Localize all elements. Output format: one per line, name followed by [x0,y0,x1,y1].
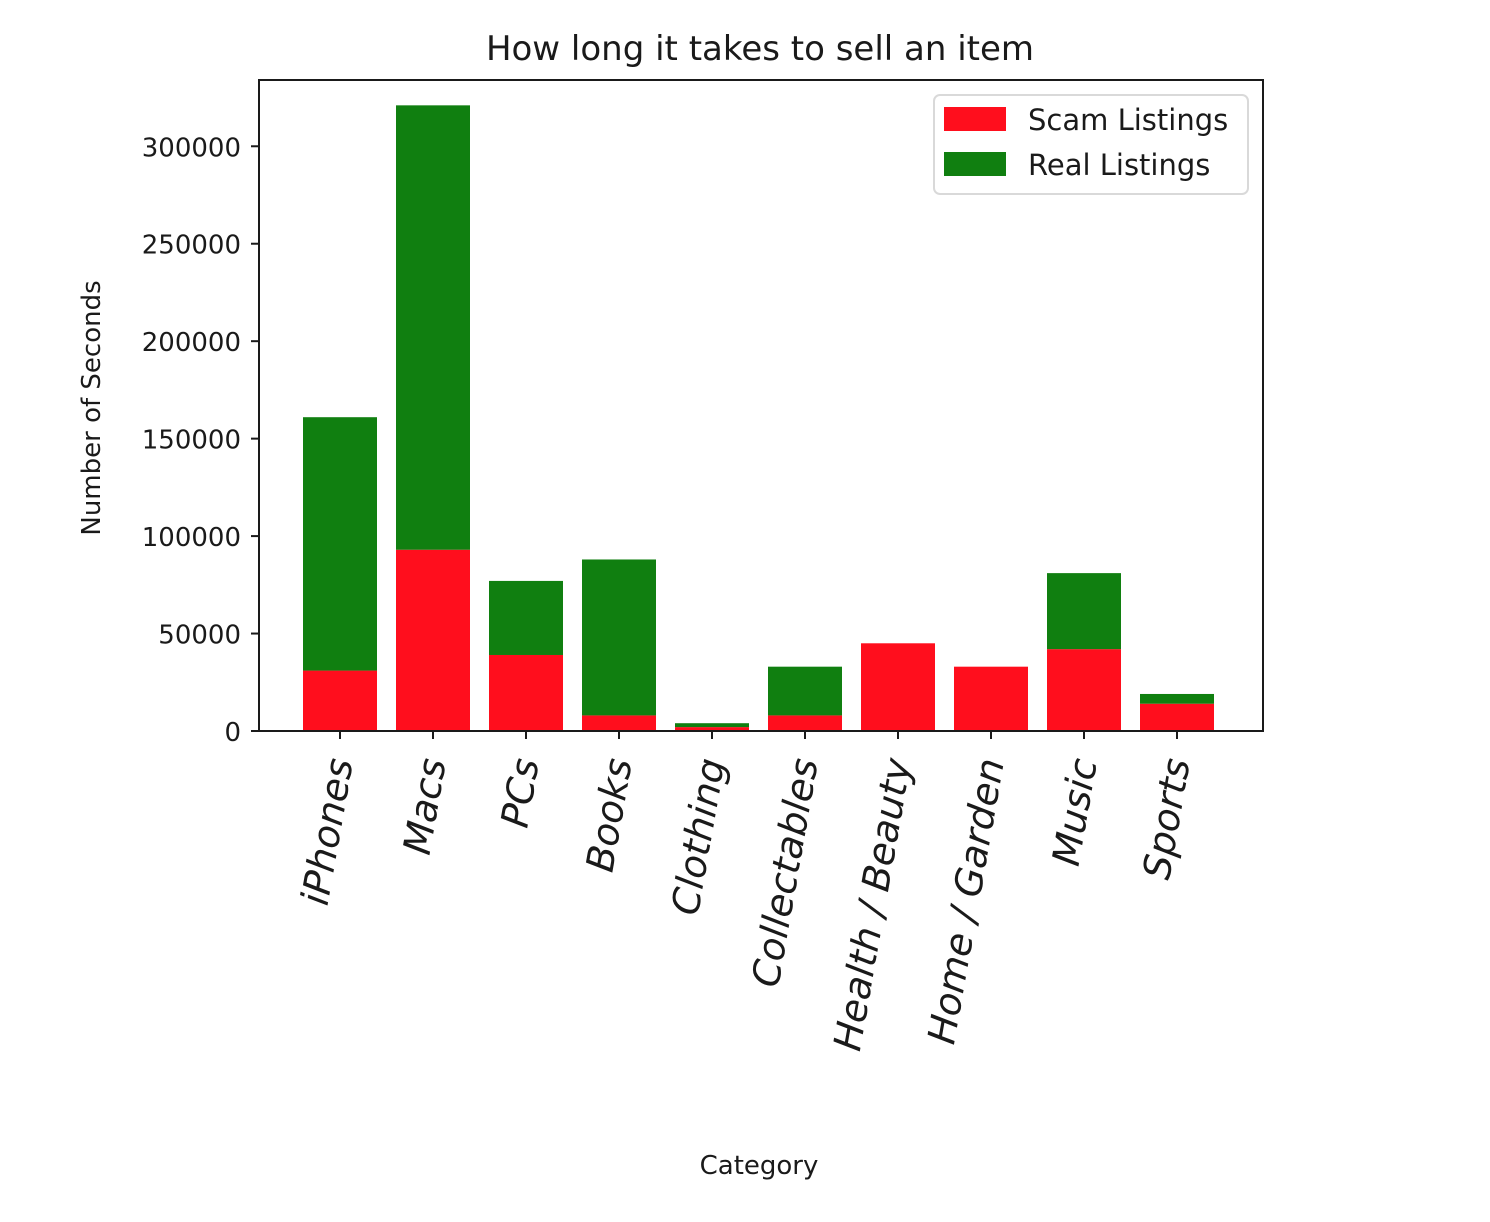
legend-swatch-scam-listings [944,107,1006,131]
bar-real-listings-iphones [303,417,377,671]
y-tick-label-100000: 100000 [142,523,241,553]
x-axis-ticks: iPhones Macs PCs Books Clothing CollectablesH… [293,731,1199,1054]
x-tick-label-pcs: PCs [493,755,548,831]
x-tick-label-health-beauty: Health / Beauty [825,754,920,1054]
bar-scam-listings-sports [1140,703,1214,731]
bar-scam-listings-health-beauty [861,643,935,731]
bar-real-listings-music [1047,573,1121,650]
legend-label-real-listings: Real Listings [1028,148,1210,182]
x-tick-label-iphones: iPhones [293,755,362,908]
legend-box [933,94,1249,195]
y-tick-label-0: 0 [224,718,241,748]
x-tick-label-music: Music [1044,755,1106,869]
y-axis-ticks: 0 50000 100000 150000 200000 250000 300000 [142,133,259,748]
bar-real-listings-collectables [768,666,842,716]
bar-real-listings-sports [1140,693,1214,704]
y-tick-label-50000: 50000 [158,621,241,651]
y-tick-label-300000: 300000 [142,133,241,163]
x-tick-label-home-garden: Home / Garden [919,755,1013,1047]
y-axis-label: Number of Seconds [77,280,107,535]
bar-real-listings-macs [396,105,470,550]
bar-scam-listings-collectables [768,715,842,731]
y-tick-label-250000: 250000 [142,231,241,261]
bar-scam-listings-clothing [675,727,749,731]
bar-real-listings-clothing [675,723,749,728]
bar-scam-listings-iphones [303,670,377,731]
x-tick-label-books: Books [578,755,641,875]
plot-frame [258,79,1264,732]
legend: Scam Listings Real Listings [933,94,1249,195]
x-axis-label: Category [700,1151,819,1181]
x-tick-label-sports: Sports [1134,755,1198,883]
bar-scam-listings-macs [396,549,470,731]
legend-swatch-real-listings [944,152,1006,176]
bar-scam-listings-books [582,715,656,731]
bar-scam-listings-music [1047,649,1121,731]
y-tick-label-200000: 200000 [142,328,241,358]
legend-label-scam-listings: Scam Listings [1028,103,1228,137]
chart-title: How long it takes to sell an item [486,29,1034,69]
bar-scam-listings-home-garden [954,666,1028,731]
x-tick-label-clothing: Clothing [663,755,734,918]
bars-layer [303,105,1214,731]
bar-real-listings-pcs [489,580,563,655]
x-tick-label-macs: Macs [395,755,455,858]
y-tick-label-150000: 150000 [142,426,241,456]
x-tick-label-collectables: Collectables [743,755,826,990]
bar-scam-listings-pcs [489,654,563,731]
bar-real-listings-books [582,559,656,716]
